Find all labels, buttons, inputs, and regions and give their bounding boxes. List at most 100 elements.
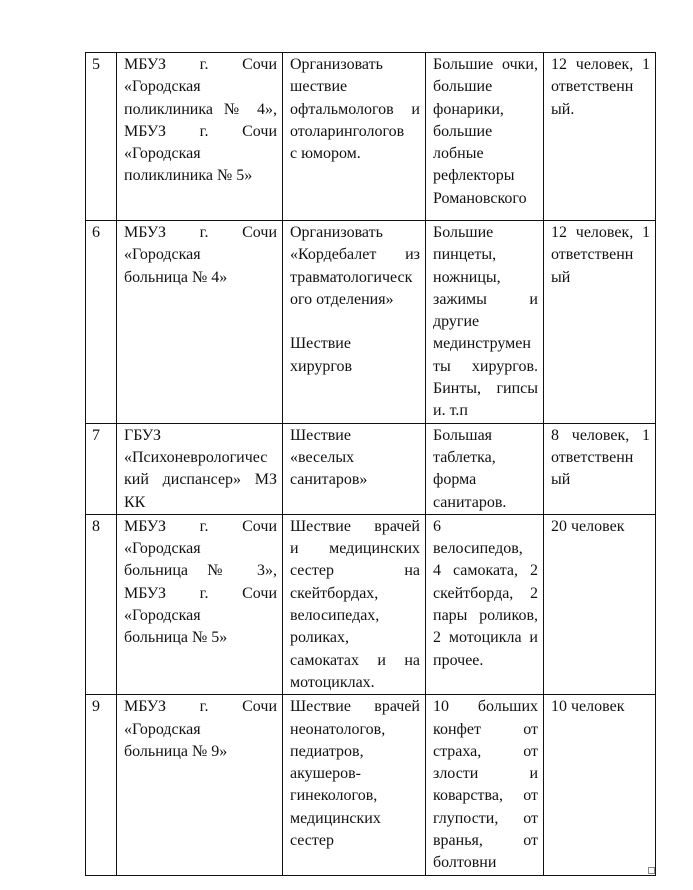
table-end-marker (648, 867, 655, 874)
table-row: 7 ГБУЗ «Психоневрологичес кий диспансер» МЗ… (85, 422, 656, 515)
cell-line: ого отделения» (290, 290, 394, 308)
cell-number: 7 (85, 422, 117, 515)
cell-line: 10 человек (551, 698, 625, 716)
cell-line: «Городская (124, 607, 201, 625)
cell-line: сестер на (290, 562, 420, 580)
cell-line: МБУЗ г. Сочи (124, 698, 277, 716)
cell-line: «Психоневрологичес (124, 448, 268, 466)
cell-activity: Организовать шествие офтальмологов и отолар… (282, 52, 426, 221)
cell-number: 8 (85, 513, 117, 696)
cell-number: 5 (85, 52, 117, 221)
cell-line: больница № 3», (124, 562, 277, 580)
cell-line: МБУЗ г. Сочи (124, 122, 277, 140)
cell-line: 2 мотоцикла и (433, 629, 538, 647)
cell-line: Шествие (290, 335, 351, 353)
cell-line: 20 человек (551, 517, 625, 535)
cell-line: скейтборда, 2 (433, 584, 538, 602)
cell-activity: Организовать «Кордебалет из травматологиче… (282, 220, 426, 424)
cell-line: таблетка, (433, 448, 496, 466)
cell-line: 6 (433, 517, 441, 535)
cell-line: Шествие врачей (290, 698, 420, 716)
cell-line: 7 (92, 426, 100, 444)
cell-line: большие (433, 122, 493, 140)
cell-line: Организовать (290, 224, 383, 241)
cell-line: вранья, от (433, 832, 538, 850)
document-table: 5 МБУЗ г. Сочи «Городская поликлиника № 4»,… (85, 52, 656, 876)
cell-line: МБУЗ г. Сочи (124, 224, 277, 241)
table-row: 5 МБУЗ г. Сочи «Городская поликлиника № 4»,… (85, 52, 656, 221)
cell-line: велосипедах, (290, 607, 380, 625)
cell-line: «Городская (124, 540, 201, 558)
cell-line: санитаров» (290, 471, 368, 489)
cell-line: МБУЗ г. Сочи (124, 584, 277, 602)
cell-line: конфет от (433, 720, 538, 738)
cell-line: прочее. (433, 651, 484, 669)
cell-line: «Городская (124, 78, 201, 96)
cell-line: ответственн (551, 448, 634, 466)
cell-line: «Городская (124, 720, 201, 738)
cell-line: травматологическ (290, 268, 413, 286)
cell-line: хирургов (290, 357, 353, 375)
cell-line: ый (551, 268, 571, 286)
cell-line: ответственн (551, 246, 634, 264)
cell-line: с юмором. (290, 145, 361, 163)
cell-line: 9 (92, 698, 100, 716)
cell-line: и медицинских (290, 540, 420, 558)
cell-line: педиатров, (290, 742, 364, 760)
cell-line: 8 (92, 517, 100, 535)
cell-line: глупости, от (433, 809, 538, 827)
cell-line: поликлиника № 5» (124, 167, 253, 185)
cell-line: неонатологов, (290, 720, 386, 738)
cell-line: ножницы, (433, 268, 501, 286)
cell-line: ый (551, 471, 571, 489)
cell-line: ый. (551, 100, 575, 118)
cell-line: отоларингологов (290, 122, 405, 140)
cell-line: медицинских (290, 809, 381, 827)
cell-line: Большая (433, 426, 493, 444)
cell-line: 8 человек, 1 (551, 426, 650, 444)
table-row: 9 МБУЗ г. Сочи «Городская больница № 9» Шест… (85, 694, 656, 876)
table-body: 5 МБУЗ г. Сочи «Городская поликлиника № 4»,… (85, 52, 656, 876)
cell-line: другие (433, 313, 480, 331)
cell-line: 12 человек, 1 (551, 56, 650, 73)
table-row: 8 МБУЗ г. Сочи «Городская больница № 3», МБУ… (85, 513, 656, 696)
cell-line: ГБУЗ (124, 426, 162, 444)
cell-organization: МБУЗ г. Сочи «Городская больница № 3», МБУЗ… (116, 513, 283, 696)
cell-line: «Кордебалет из (290, 246, 420, 264)
cell-line: ответственн (551, 78, 634, 96)
cell-line: коварства, от (433, 787, 538, 805)
cell-line: 10 больших (433, 698, 538, 716)
cell-line: большие (433, 78, 493, 96)
cell-line: «Городская (124, 246, 201, 264)
cell-line: Шествие врачей (290, 517, 420, 535)
cell-line (290, 311, 420, 333)
cell-line: самокатах и на (290, 651, 420, 669)
cell-line: Организовать (290, 56, 383, 73)
cell-line: мотоциклах. (290, 673, 375, 691)
cell-line: МБУЗ г. Сочи (124, 517, 277, 535)
cell-activity: Шествие «веселых санитаров» (282, 422, 426, 515)
cell-line: кий диспансер» МЗ (124, 471, 277, 489)
cell-props: 6 велосипедов, 4 самоката, 2 скейтборда, 2 п… (425, 513, 544, 696)
cell-props: Большие пинцеты, ножницы, зажимы и другие мед… (425, 220, 544, 424)
cell-activity: Шествие врачей неонатологов, педиатров, аку… (282, 694, 426, 876)
cell-line: офтальмологов и (290, 100, 420, 118)
cell-line: гинекологов, (290, 787, 378, 805)
cell-line: фонарики, (433, 100, 504, 118)
cell-line: форма (433, 471, 477, 489)
cell-line: страха, от (433, 742, 538, 760)
cell-participants: 12 человек, 1 ответственн ый. (543, 52, 656, 221)
cell-line: Бинты, гипсы (433, 380, 538, 398)
cell-line: 6 (92, 224, 100, 241)
cell-number: 9 (85, 694, 117, 876)
cell-number: 6 (85, 220, 117, 424)
cell-participants: 20 человек (543, 513, 656, 696)
cell-line: КК (124, 493, 146, 511)
cell-line: сестер (290, 832, 334, 850)
cell-activity: Шествие врачей и медицинских сестер на скей… (282, 513, 426, 696)
cell-participants: 10 человек (543, 694, 656, 876)
cell-line: Шествие (290, 426, 351, 444)
cell-participants: 12 человек, 1 ответственн ый (543, 220, 656, 424)
table-row: 6 МБУЗ г. Сочи «Городская больница № 4» Орга… (85, 220, 656, 424)
cell-organization: ГБУЗ «Психоневрологичес кий диспансер» МЗ К… (116, 422, 283, 515)
